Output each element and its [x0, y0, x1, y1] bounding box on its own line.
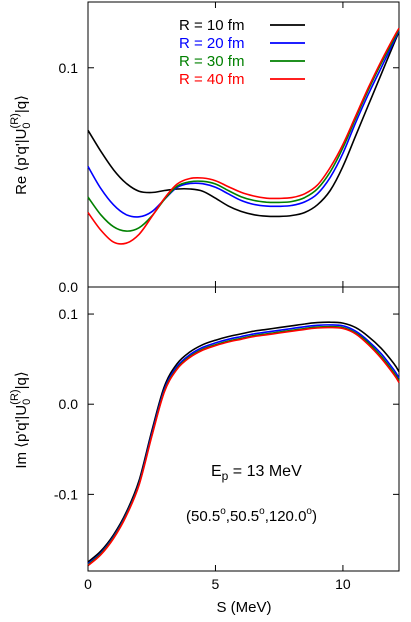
angle-3-unit: o — [306, 506, 312, 517]
x-tick-label: 5 — [212, 576, 220, 592]
bottom-ticks: -0.1 0.0 0.1 0 5 10 — [54, 287, 399, 592]
angle-3: 120.0 — [269, 508, 307, 525]
top-series-line-2 — [87, 30, 400, 218]
angles-annotation: (50.5o,50.5o,120.0o) — [186, 506, 317, 525]
top-ylabel-prefix: Re — [13, 176, 30, 195]
bottom-series-line-3 — [87, 325, 400, 566]
top-ylabel-sup: (R) — [9, 113, 21, 128]
top-y-axis-label: Re ⟨p'q'|U0(R)|q⟩ — [9, 95, 33, 195]
legend-label-4: R = 40 fm — [179, 71, 244, 88]
bottom-plot-frame — [87, 286, 400, 572]
bottom-ylabel-prefix: Im — [13, 452, 30, 469]
x-axis-label: S (MeV) — [216, 599, 271, 616]
angle-1-unit: o — [220, 506, 226, 517]
bottom-series-line-2 — [87, 324, 400, 565]
top-ylabel-suffix: |q⟩ — [13, 95, 30, 113]
legend: R = 10 fmR = 20 fmR = 30 fmR = 40 fm — [179, 17, 305, 88]
top-panel: 0.0 0.1 R = 10 fmR = 20 fmR = 30 fmR = 40… — [9, 1, 400, 295]
angle-1: 50.5 — [191, 508, 220, 525]
top-y-tick-label: 0.1 — [59, 60, 79, 76]
top-series-line-1 — [87, 31, 400, 218]
bottom-y-tick-label: -0.1 — [54, 486, 78, 502]
top-series-lines — [87, 27, 400, 245]
bottom-ylabel-sup: (R) — [9, 389, 21, 404]
energy-sub: p — [222, 469, 229, 483]
bottom-series-line-4 — [87, 326, 400, 567]
x-tick-label: 10 — [335, 576, 351, 592]
bottom-series-lines — [87, 321, 400, 567]
bottom-ylabel-sub: 0 — [21, 399, 33, 405]
bottom-ylabel-suffix: |q⟩ — [13, 371, 30, 389]
energy-prefix: E — [211, 463, 222, 480]
bottom-y-tick-label: 0.1 — [59, 306, 79, 322]
top-ticks: 0.0 0.1 — [59, 2, 399, 295]
top-series-line-4 — [87, 27, 400, 245]
legend-label-3: R = 30 fm — [179, 53, 244, 70]
bottom-y-axis-label: Im ⟨p'q'|U0(R)|q⟩ — [9, 371, 33, 468]
legend-label-2: R = 20 fm — [179, 35, 244, 52]
energy-annotation: Ep = 13 MeV — [211, 463, 302, 483]
top-y-tick-label: 0.0 — [59, 279, 79, 295]
bottom-y-tick-label: 0.0 — [59, 396, 79, 412]
angle-2-unit: o — [259, 506, 265, 517]
top-ylabel-sub: 0 — [21, 122, 33, 128]
bottom-series-line-1 — [87, 321, 400, 563]
x-tick-label: 0 — [84, 576, 92, 592]
legend-label-1: R = 10 fm — [179, 17, 244, 34]
energy-rest: = 13 MeV — [228, 463, 302, 480]
bottom-ylabel-expr: ⟨p'q'|U — [13, 405, 30, 448]
bottom-panel: -0.10.00.10 5 10 Im ⟨p'q'|U0(R)|q⟩ Ep = 13… — [9, 286, 400, 616]
angle-2: 50.5 — [230, 508, 259, 525]
top-series-line-3 — [87, 29, 400, 232]
top-ylabel-expr: ⟨p'q'|U — [13, 129, 30, 172]
